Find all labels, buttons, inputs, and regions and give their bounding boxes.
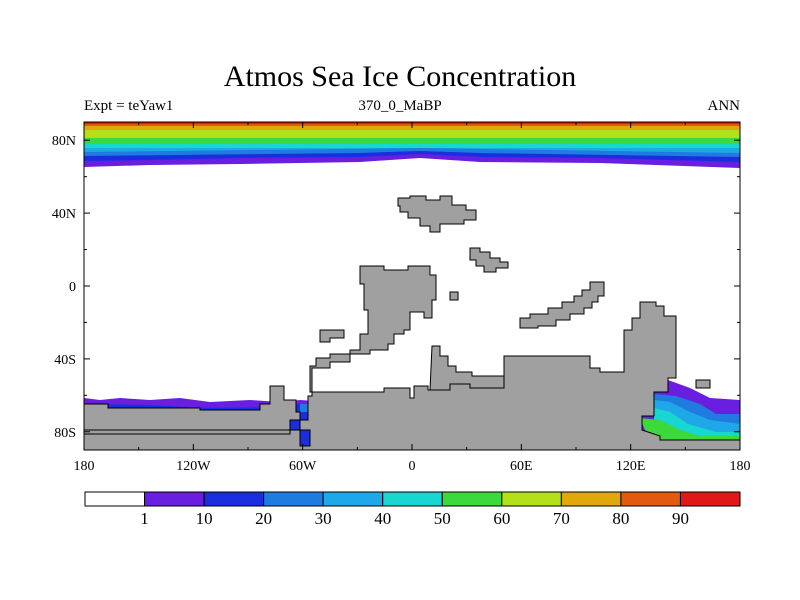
colorbar-label: 1 (140, 509, 149, 528)
y-tick-label: 80S (54, 426, 76, 441)
x-tick-label: 120E (616, 459, 646, 474)
colorbar-label: 30 (315, 509, 332, 528)
colorbar-swatch (501, 491, 562, 507)
experiment-label: Expt = teYaw1 (84, 98, 174, 114)
colorbar-swatch (263, 491, 324, 507)
colorbar-swatch (322, 491, 384, 507)
x-tick-label: 60E (510, 459, 533, 474)
x-tick-label: 60W (289, 459, 317, 474)
x-tick-label: 180 (74, 459, 95, 474)
central-continent (84, 265, 740, 450)
y-tick-label: 80N (52, 134, 76, 149)
colorbar-swatch (441, 491, 503, 507)
colorbar-swatch (144, 491, 205, 507)
x-axis: 180 120W 60W 0 60E 120E 180 (74, 122, 751, 474)
colorbar-swatch (679, 491, 741, 507)
colorbar: 1 10 20 30 40 50 60 70 80 90 (84, 491, 741, 528)
y-tick-label: 0 (69, 280, 76, 295)
map-plot-area (84, 122, 740, 450)
colorbar-label: 70 (553, 509, 570, 528)
southern-continent-interior (429, 345, 505, 391)
colorbar-label: 90 (672, 509, 689, 528)
colorbar-label: 20 (255, 509, 272, 528)
colorbar-label: 40 (374, 509, 391, 528)
land-masses (84, 195, 740, 450)
colorbar-swatch (203, 491, 265, 507)
colorbar-swatch (382, 491, 443, 507)
x-tick-label: 0 (409, 459, 416, 474)
colorbar-label: 10 (196, 509, 213, 528)
colorbar-label: 80 (612, 509, 629, 528)
season-label: ANN (707, 98, 741, 114)
western-island (319, 329, 345, 343)
x-tick-label: 120W (176, 459, 211, 474)
east-peninsula (695, 379, 711, 389)
colorbar-swatch (84, 491, 146, 507)
elongated-island (519, 281, 605, 329)
small-island (449, 291, 459, 301)
y-tick-label: 40S (54, 353, 76, 368)
colorbar-swatch (620, 491, 681, 507)
colorbar-label: 50 (434, 509, 451, 528)
time-label: 370_0_MaBP (358, 98, 442, 114)
northern-island-b (469, 247, 509, 273)
y-axis: 80N 40N 0 40S 80S (52, 134, 740, 441)
colorbar-label: 60 (493, 509, 510, 528)
x-tick-label: 180 (730, 459, 751, 474)
northern-island-a (397, 195, 477, 233)
colorbar-swatch (560, 491, 622, 507)
y-tick-label: 40N (52, 207, 76, 222)
map-title: Atmos Sea Ice Concentration (223, 60, 577, 93)
east-sea-ice-60 (640, 418, 740, 440)
